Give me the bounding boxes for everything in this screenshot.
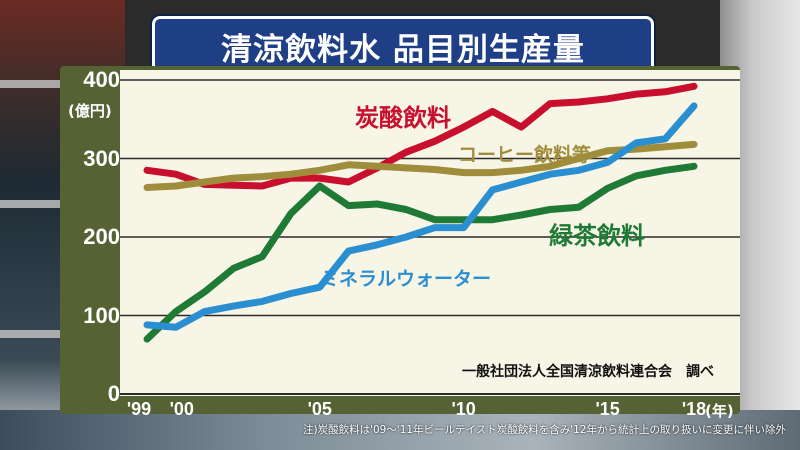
x-tick-label: '05	[307, 399, 332, 419]
series-line-3	[143, 102, 698, 331]
x-tick-label: '15	[595, 399, 620, 419]
series-line-1	[143, 140, 698, 191]
y-tick-label: 200	[83, 224, 120, 249]
footnote: 注)炭酸飲料は'09～'11年ビールテイスト炭酸飲料を含み'12年から統計上の取…	[302, 424, 786, 436]
x-axis-unit: (年)	[705, 402, 734, 420]
x-tick-label: '00	[169, 399, 194, 419]
x-tick-label: '10	[451, 399, 476, 419]
y-tick-label: 400	[83, 67, 120, 92]
plot-area	[120, 70, 740, 396]
series-line-0	[143, 82, 698, 190]
series-label-mineral-water: ミネラルウォーター	[320, 268, 492, 290]
source-credit: 一般社団法人全国清涼飲料連合会 調べ	[462, 364, 714, 380]
x-tick-label: '18	[681, 399, 707, 419]
series-line-2	[143, 162, 698, 343]
y-tick-label: 0	[107, 381, 120, 406]
x-tick-label: '99	[126, 399, 152, 419]
chart-title: 清涼飲料水 品目別生産量	[221, 31, 585, 68]
series-label-green-tea: 緑茶飲料	[549, 222, 645, 250]
store-bottom-shelf	[0, 410, 800, 450]
series-label-carbonated: 炭酸飲料	[355, 104, 451, 132]
y-axis-unit: (億円)	[68, 102, 112, 120]
y-tick-label: 100	[83, 302, 120, 328]
series-label-coffee: コーヒー飲料等	[458, 144, 592, 166]
y-tick-label: 300	[83, 145, 120, 171]
